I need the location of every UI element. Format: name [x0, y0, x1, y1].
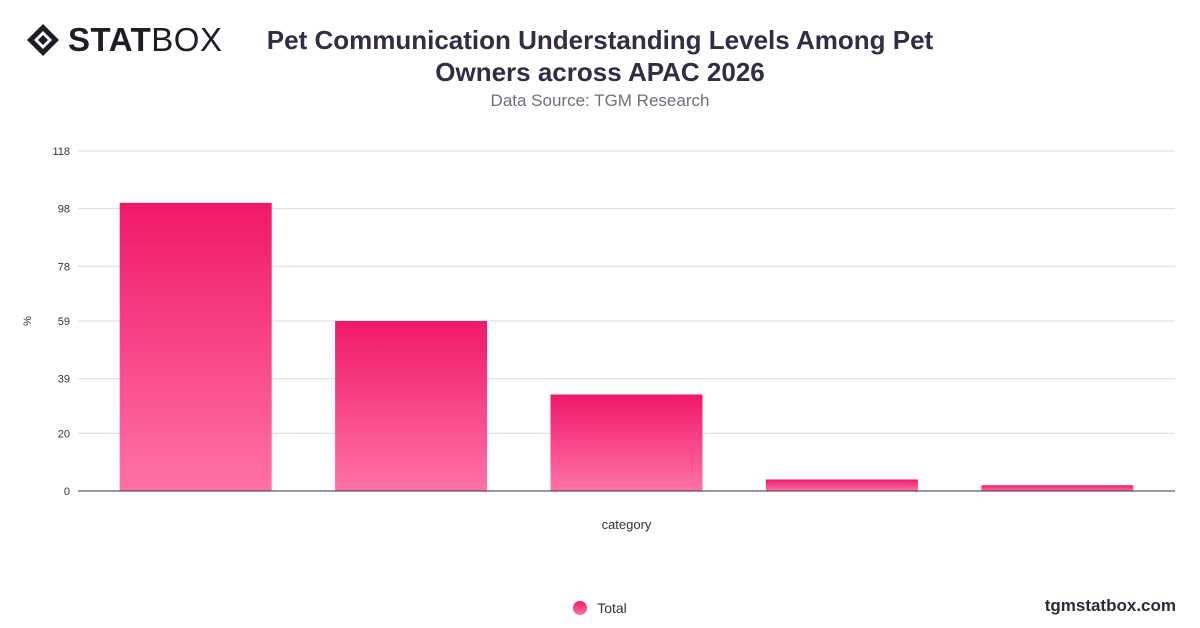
y-tick-label: 78 [58, 261, 70, 273]
y-tick-label: 98 [58, 204, 70, 216]
statbox-logo: STATBOX [26, 22, 222, 58]
y-axis-label: % [22, 316, 34, 326]
bars [119, 202, 1134, 491]
statbox-logo-icon [27, 24, 59, 56]
logo-wordmark: STATBOX [68, 22, 222, 58]
logo-light-text: BOX [151, 21, 223, 58]
legend-label-total: Total [597, 600, 627, 616]
bar-total-5[interactable] [981, 485, 1134, 491]
y-tick-label: 118 [52, 146, 70, 158]
chart-subtitle: Data Source: TGM Research [490, 91, 710, 110]
chart-title: Pet Communication Understanding Levels A… [266, 25, 934, 87]
legend[interactable]: Total [0, 600, 1200, 616]
legend-swatch-total [573, 601, 588, 615]
footer-site: tgmstatbox.com [1044, 596, 1176, 615]
bar-total-3[interactable] [550, 394, 703, 491]
y-axis-ticks: 0 20 39 59 78 98 118 [52, 146, 70, 498]
y-tick-label: 39 [58, 374, 70, 386]
bar-total-4[interactable] [765, 479, 918, 491]
y-tick-label: 20 [58, 428, 70, 440]
bar-total-2[interactable] [335, 321, 488, 491]
y-tick-label: 59 [58, 316, 70, 328]
logo-bold-text: STAT [68, 21, 152, 58]
bar-total-1[interactable] [119, 202, 272, 491]
y-tick-label: 0 [64, 486, 70, 498]
x-axis-label: category [602, 517, 652, 532]
